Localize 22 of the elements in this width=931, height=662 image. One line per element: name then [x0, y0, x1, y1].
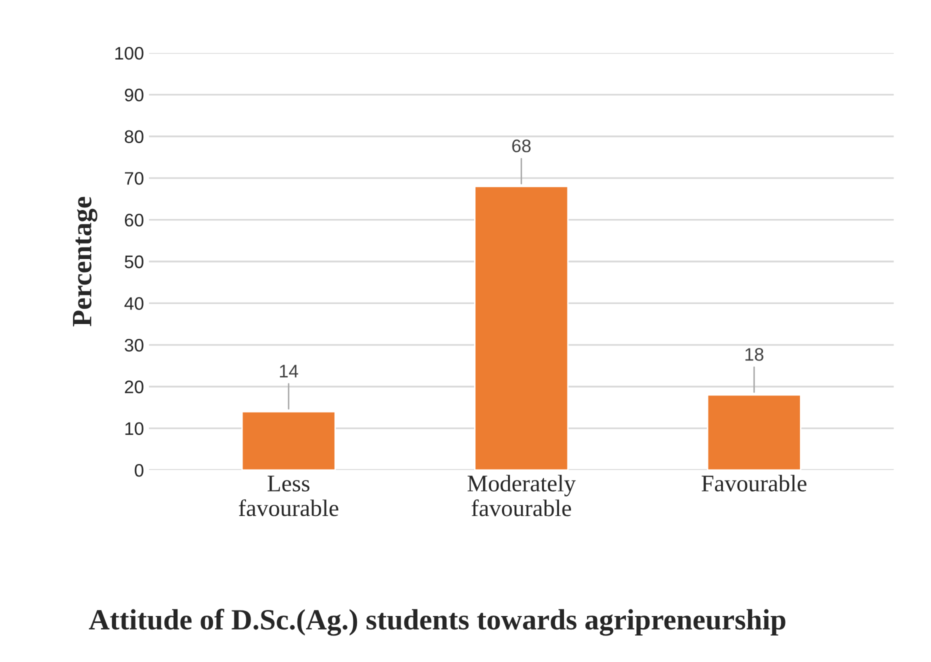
- bar: [474, 186, 569, 470]
- y-tick-label: 90: [124, 88, 144, 102]
- y-tick-label: 100: [115, 46, 144, 60]
- y-tick-label: 0: [134, 464, 144, 477]
- x-tick-label: Favourable: [702, 474, 806, 492]
- y-axis-title: Percentage: [72, 196, 98, 326]
- bar: [706, 394, 802, 470]
- y-tick-label: 40: [124, 297, 144, 310]
- data-label: 68: [512, 140, 531, 152]
- x-tick-label: Moderately favourable: [468, 474, 576, 516]
- y-tick-label: 30: [124, 338, 144, 352]
- y-tick-label: 60: [124, 214, 144, 227]
- y-tick-label: 80: [124, 130, 144, 144]
- y-tick-label: 20: [124, 380, 144, 394]
- bar: [241, 410, 336, 470]
- x-tick-label: Less favourable: [238, 476, 338, 516]
- y-tick-label: 70: [124, 172, 144, 185]
- y-tick-label: 10: [125, 422, 144, 436]
- text: Attitude of D.Sc.(Ag.) students towards agripreneurship: [88, 608, 786, 636]
- data-label: 14: [280, 364, 298, 378]
- data-label: 18: [745, 348, 764, 361]
- y-tick-label: 50: [124, 255, 144, 268]
